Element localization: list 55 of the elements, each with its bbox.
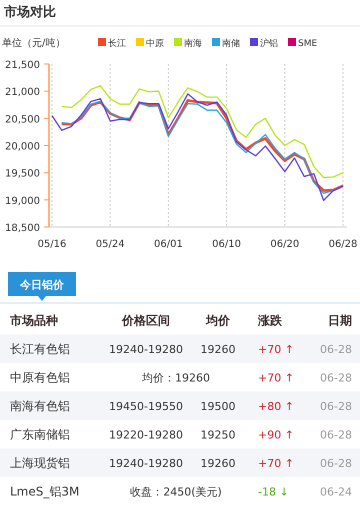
text: 价格区间 — [121, 313, 170, 328]
text: 19450-19550 — [109, 400, 183, 413]
legend-label: 长江 — [108, 38, 126, 49]
text: +70 ↑ — [258, 456, 294, 470]
text: 日期 — [328, 313, 352, 328]
legend-label: 南海 — [184, 38, 202, 49]
x-tick-label: 06/10 — [212, 239, 242, 250]
x-tick-label: 05/16 — [38, 239, 66, 250]
x-tick-label: 06/28 — [328, 239, 358, 250]
text: 06-28 — [320, 456, 352, 470]
text: 19240-19280 — [109, 342, 183, 356]
text: +90 ↑ — [258, 428, 294, 442]
text: LmeS_铝3M — [10, 484, 80, 498]
legend-label: 中原 — [146, 38, 164, 49]
text: 19220-19280 — [109, 428, 183, 442]
text: 06-24 — [320, 485, 352, 498]
text: -18 ↓ — [258, 485, 289, 498]
y-tick-label: 19,500 — [5, 168, 40, 180]
y-tick-label: 21,500 — [5, 60, 40, 71]
text: +70 ↑ — [258, 371, 294, 384]
text: 06-28 — [320, 428, 352, 442]
text: 19250 — [200, 428, 236, 442]
text: 06-28 — [320, 342, 352, 356]
text: 均价 — [205, 313, 231, 328]
text: 上海现货铝 — [10, 456, 70, 470]
legend-label: 沪铝 — [260, 38, 278, 49]
text: 中原有色铝 — [10, 370, 70, 384]
y-tick-label: 18,500 — [5, 223, 40, 234]
x-tick-label: 06/20 — [270, 239, 300, 250]
text: 19500 — [200, 400, 236, 413]
y-tick-label: 20,500 — [5, 114, 40, 126]
x-tick-label: 06/01 — [154, 239, 183, 250]
text: 19260 — [200, 342, 236, 356]
legend-label: SME — [298, 39, 318, 49]
text: 19240-19280 — [109, 456, 183, 470]
text: +70 ↑ — [258, 342, 294, 356]
text: 06-28 — [320, 400, 352, 413]
y-tick-label: 19,000 — [5, 196, 40, 207]
text: 南海有色铝 — [10, 398, 70, 413]
chart-title: 市场对比 — [3, 4, 56, 20]
text: 广东南储铝 — [10, 427, 70, 442]
text: 涨跌 — [257, 313, 283, 328]
text: 均价：19260 — [141, 371, 210, 384]
text: 收盘：2450(美元) — [130, 485, 222, 498]
y-tick-label: 20,000 — [5, 142, 40, 152]
text: 06-28 — [320, 371, 352, 384]
text: 19260 — [200, 456, 236, 470]
y-tick-label: 21,000 — [5, 87, 40, 98]
y-axis-title: 单位（元/吨） — [2, 37, 66, 49]
text: 今日铝价 — [19, 278, 65, 292]
legend-label: 南储 — [222, 38, 240, 49]
text: 长江有色铝 — [10, 342, 70, 356]
text: 市场品种 — [9, 313, 58, 328]
x-tick-label: 05/24 — [96, 239, 125, 250]
text: +80 ↑ — [258, 400, 294, 413]
